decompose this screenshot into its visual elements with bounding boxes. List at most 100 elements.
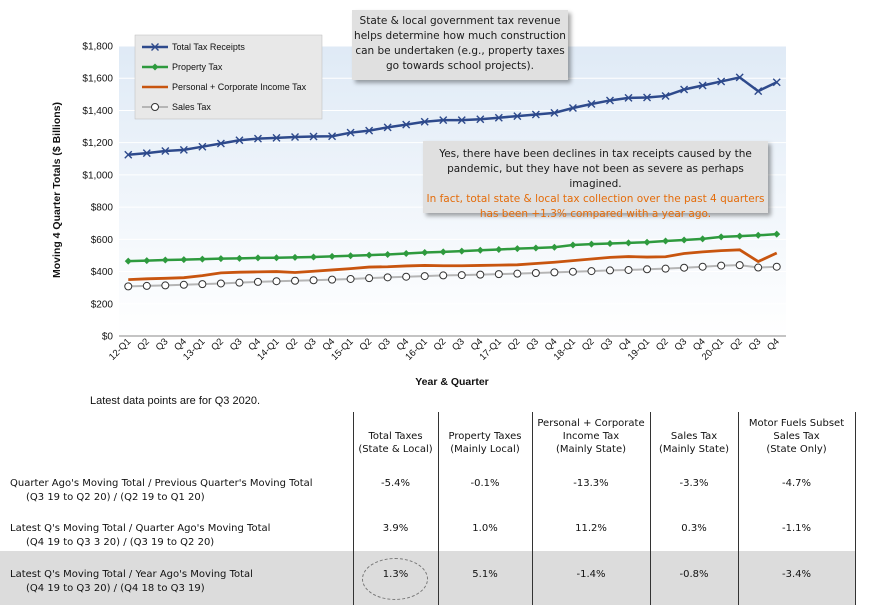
x-tick-label: Q3: [376, 336, 393, 353]
series-property-tax: [124, 230, 781, 265]
data-point: [328, 132, 337, 141]
legend-label: Property Tax: [172, 62, 223, 72]
data-point: [568, 267, 577, 276]
y-axis-label: Moving 4 Quarter Totals ($ Billions): [51, 102, 63, 278]
data-point: [513, 112, 522, 121]
data-point: [754, 87, 763, 96]
series-layer: [124, 73, 781, 291]
data-point: [698, 81, 707, 90]
data-point: [624, 93, 633, 102]
data-point: [151, 103, 159, 111]
table-cell: -0.1%: [470, 478, 500, 489]
data-point: [420, 272, 429, 281]
y-tick-label: $800: [91, 203, 114, 214]
data-point: [754, 263, 763, 272]
data-point: [216, 139, 225, 148]
table-column-header: Sales Tax (Mainly State): [658, 431, 730, 455]
x-tick-label: Q2: [209, 336, 226, 353]
data-point: [643, 238, 651, 246]
legend-label: Total Tax Receipts: [172, 42, 245, 52]
data-point: [328, 275, 337, 284]
data-point: [550, 268, 559, 277]
x-tick-label: Q2: [135, 336, 152, 353]
data-point: [643, 93, 652, 102]
data-point: [439, 116, 448, 125]
y-tick-label: $1,400: [82, 106, 113, 117]
data-point: [402, 272, 411, 281]
data-point: [421, 249, 429, 257]
x-tick-label: Q3: [154, 336, 171, 353]
data-point: [253, 277, 262, 286]
data-point: [476, 246, 484, 254]
table-column-header: Total Taxes (State & Local): [358, 431, 433, 455]
data-point: [531, 110, 540, 119]
data-point: [198, 255, 206, 263]
series-personal-corporate-income-tax: [128, 248, 778, 282]
table-column-divider: [438, 412, 439, 605]
data-point: [662, 237, 670, 245]
data-point: [347, 252, 355, 260]
data-point: [661, 91, 670, 100]
callout-highlight-line: has been +1.3% compared with a year ago.: [479, 208, 712, 220]
data-point: [235, 254, 243, 262]
data-point: [680, 85, 689, 94]
data-point: [661, 264, 670, 273]
callout-line: can be undertaken (e.g., property taxes: [355, 45, 565, 57]
data-point: [735, 73, 744, 82]
data-point: [179, 280, 188, 289]
table-row-label: Quarter Ago's Moving Total / Previous Qu…: [10, 478, 313, 503]
data-point: [291, 253, 299, 261]
table-column-divider: [738, 412, 739, 605]
data-point: [532, 244, 540, 252]
data-point: [735, 261, 744, 270]
x-tick-label: Q2: [580, 336, 597, 353]
data-point: [124, 150, 133, 159]
table-cell: -13.3%: [573, 478, 609, 489]
data-point: [772, 78, 781, 87]
callout-highlight-line: In fact, total state & local tax collect…: [426, 193, 765, 205]
data-point: [216, 279, 225, 288]
data-point: [717, 77, 726, 86]
data-point: [272, 277, 281, 286]
data-point: [235, 136, 244, 145]
table-cell: 0.3%: [681, 523, 707, 534]
data-point: [569, 241, 577, 249]
data-point: [605, 96, 614, 105]
data-point: [420, 117, 429, 126]
table-cell: -3.4%: [781, 569, 811, 580]
data-point: [402, 120, 411, 129]
callout-pandemic-note: Yes, there have been declines in tax rec…: [423, 141, 768, 220]
data-point: [513, 245, 521, 253]
data-point: [699, 235, 707, 243]
callout-line: helps determine how much construction: [354, 30, 566, 42]
data-point: [383, 273, 392, 282]
data-point: [754, 231, 762, 239]
data-point: [495, 245, 503, 253]
table-cell: 1.3%: [382, 569, 409, 580]
data-point: [587, 267, 596, 276]
data-point: [680, 263, 689, 272]
latest-data-note: Latest data points are for Q3 2020.: [90, 395, 261, 407]
table-cell: 5.1%: [472, 569, 498, 580]
table-column-header: Property Taxes (Mainly Local): [448, 431, 522, 455]
callout-line: go towards school projects).: [386, 60, 534, 72]
data-point: [309, 132, 318, 141]
data-point: [272, 254, 280, 262]
data-point: [161, 147, 170, 156]
data-point: [124, 257, 132, 265]
data-point: [365, 126, 374, 135]
data-point: [494, 113, 503, 122]
table-column-divider: [855, 412, 856, 605]
data-point: [643, 265, 652, 274]
table-row-label: Latest Q's Moving Total / Year Ago's Mov…: [10, 569, 253, 594]
y-tick-label: $0: [102, 332, 114, 343]
data-point: [253, 134, 262, 143]
data-point: [346, 274, 355, 283]
table-cell: -5.4%: [380, 478, 410, 489]
data-point: [550, 108, 559, 117]
y-tick-label: $1,600: [82, 74, 113, 85]
data-point: [143, 257, 151, 265]
data-point: [161, 256, 169, 264]
x-tick-label: Q2: [654, 336, 671, 353]
callout-construction-note: State & local government tax revenue hel…: [352, 10, 568, 80]
